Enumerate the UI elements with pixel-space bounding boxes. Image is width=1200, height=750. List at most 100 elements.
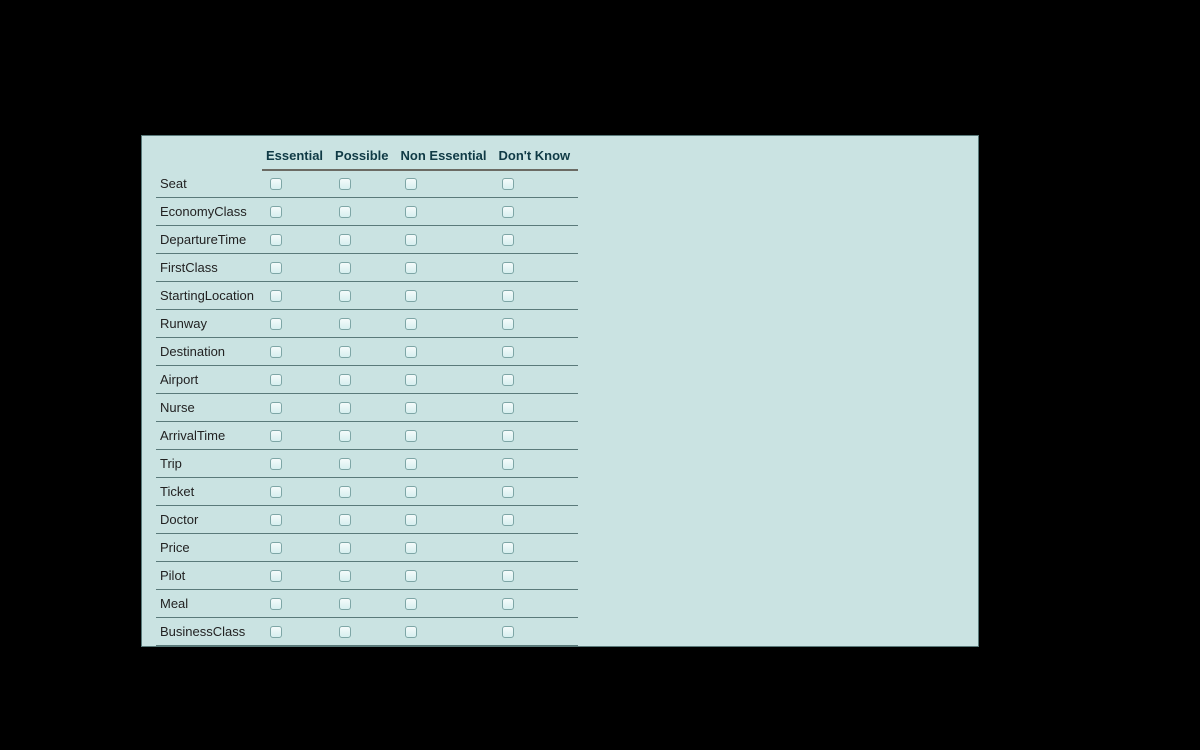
class-checkbox[interactable] [270,570,282,582]
class-checkbox[interactable] [270,514,282,526]
column-header: Don't Know [494,144,578,170]
class-checkbox[interactable] [405,514,417,526]
table-header-row: EssentialPossibleNon EssentialDon't Know [156,144,578,170]
class-checkbox[interactable] [502,598,514,610]
checkbox-cell [331,450,396,478]
class-checkbox[interactable] [405,626,417,638]
column-header: Non Essential [397,144,495,170]
class-checkbox[interactable] [339,402,351,414]
class-checkbox[interactable] [405,374,417,386]
class-checkbox[interactable] [339,430,351,442]
class-checkbox[interactable] [270,374,282,386]
class-checkbox[interactable] [339,206,351,218]
class-checkbox[interactable] [270,262,282,274]
row-label: Pilot [156,562,262,590]
class-checkbox[interactable] [339,514,351,526]
table-row: Trip [156,450,578,478]
class-checkbox[interactable] [502,514,514,526]
class-checkbox[interactable] [405,290,417,302]
checkbox-cell [494,534,578,562]
row-label: Runway [156,310,262,338]
class-checkbox[interactable] [502,206,514,218]
class-checkbox[interactable] [502,178,514,190]
checkbox-cell [397,450,495,478]
class-checkbox[interactable] [270,206,282,218]
class-checkbox[interactable] [339,542,351,554]
checkbox-cell [397,422,495,450]
class-checkbox[interactable] [270,346,282,358]
row-label: StartingLocation [156,282,262,310]
class-checkbox[interactable] [502,262,514,274]
class-checkbox[interactable] [405,542,417,554]
checkbox-cell [331,590,396,618]
table-row: ArrivalTime [156,422,578,450]
class-checkbox[interactable] [339,290,351,302]
class-checkbox[interactable] [339,458,351,470]
class-checkbox[interactable] [502,346,514,358]
checkbox-cell [262,590,331,618]
class-checkbox[interactable] [339,262,351,274]
class-checkbox[interactable] [270,318,282,330]
checkbox-cell [262,394,331,422]
class-checkbox[interactable] [270,458,282,470]
class-checkbox[interactable] [405,206,417,218]
class-checkbox[interactable] [405,598,417,610]
class-checkbox[interactable] [502,486,514,498]
class-checkbox[interactable] [270,542,282,554]
row-label: BusinessClass [156,618,262,646]
class-checkbox[interactable] [339,318,351,330]
checkbox-cell [397,478,495,506]
class-checkbox[interactable] [270,178,282,190]
class-checkbox[interactable] [502,542,514,554]
class-checkbox[interactable] [339,486,351,498]
checkbox-cell [494,450,578,478]
class-checkbox[interactable] [339,374,351,386]
checkbox-cell [331,618,396,646]
class-checkbox[interactable] [405,458,417,470]
checkbox-cell [331,422,396,450]
class-checkbox[interactable] [270,430,282,442]
checkbox-cell [494,394,578,422]
class-checkbox[interactable] [270,234,282,246]
class-checkbox[interactable] [405,178,417,190]
row-label: Nurse [156,394,262,422]
class-checkbox[interactable] [339,234,351,246]
table-row: Airport [156,366,578,394]
class-checkbox[interactable] [339,570,351,582]
class-checkbox[interactable] [270,402,282,414]
checkbox-cell [397,226,495,254]
class-checkbox[interactable] [405,346,417,358]
checkbox-cell [397,254,495,282]
class-checkbox[interactable] [270,626,282,638]
class-checkbox[interactable] [339,346,351,358]
checkbox-cell [331,562,396,590]
checkbox-cell [331,534,396,562]
class-checkbox[interactable] [405,402,417,414]
checkbox-cell [494,478,578,506]
checkbox-cell [397,198,495,226]
checkbox-cell [397,366,495,394]
class-checkbox[interactable] [502,570,514,582]
class-checkbox[interactable] [270,598,282,610]
class-checkbox[interactable] [502,402,514,414]
class-checkbox[interactable] [339,598,351,610]
class-checkbox[interactable] [270,290,282,302]
class-checkbox[interactable] [339,626,351,638]
class-checkbox[interactable] [339,178,351,190]
class-checkbox[interactable] [502,458,514,470]
class-checkbox[interactable] [502,234,514,246]
class-checkbox[interactable] [502,374,514,386]
class-checkbox[interactable] [405,234,417,246]
class-checkbox[interactable] [502,430,514,442]
class-checkbox[interactable] [405,486,417,498]
class-checkbox[interactable] [502,318,514,330]
row-label: EconomyClass [156,198,262,226]
class-checkbox[interactable] [405,262,417,274]
class-checkbox[interactable] [405,570,417,582]
class-checkbox[interactable] [405,430,417,442]
class-checkbox[interactable] [502,626,514,638]
class-checkbox[interactable] [405,318,417,330]
class-checkbox[interactable] [270,486,282,498]
class-checkbox[interactable] [502,290,514,302]
checkbox-cell [494,618,578,646]
